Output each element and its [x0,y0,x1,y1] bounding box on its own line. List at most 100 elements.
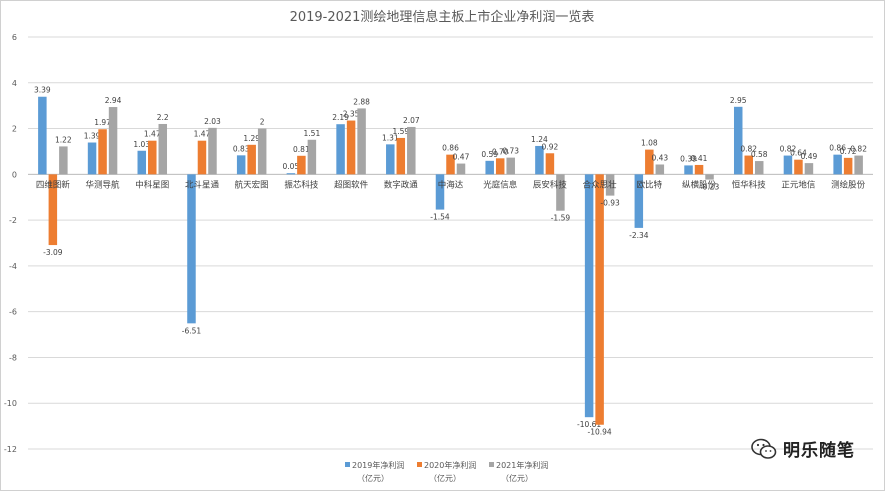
legend-unit: （亿元） [357,473,389,483]
bar [38,96,47,175]
bar [634,174,644,228]
data-label: 0.64 [790,149,807,158]
legend-swatch [489,462,494,467]
legend-unit: （亿元） [429,473,461,483]
y-tick-label: -2 [9,216,17,225]
bar [257,128,267,175]
data-label: -10.61 [577,420,601,429]
bar [535,145,544,175]
category-label: 四维图新 [36,179,71,190]
category-label: 华测导航 [86,179,121,190]
data-label: 0.83 [233,144,250,153]
data-label: 2.88 [353,97,370,106]
category-label: 中科星图 [135,179,169,190]
data-label: 1.59 [392,127,409,136]
y-tick-label: -10 [4,399,17,408]
y-tick-label: -4 [9,262,17,271]
data-label: 0.86 [829,144,846,153]
data-label: 0.86 [442,144,459,153]
data-label: 0.43 [651,153,668,162]
data-label: 2.94 [105,96,122,105]
category-label: 正元地信 [781,179,816,190]
bar [485,160,494,175]
y-tick-label: -12 [4,445,17,454]
data-label: 0.92 [542,142,559,151]
y-tick-label: 4 [12,79,17,88]
legend-unit: （亿元） [501,473,533,483]
legend-label: 2020年净利润 [424,460,476,470]
data-label: -6.51 [182,326,202,335]
y-tick-label: -8 [9,353,17,362]
bar [446,154,455,175]
data-label: 1.31 [382,133,399,142]
bar [386,144,395,175]
bar [595,174,604,425]
data-label: -10.94 [588,428,612,437]
data-label: 1.08 [641,139,658,148]
data-label: 0.59 [481,150,498,159]
bar [694,164,704,175]
bar [108,107,118,175]
y-tick-label: 0 [12,170,17,179]
data-label: 0.39 [680,154,697,163]
wechat-icon [751,438,777,459]
category-label: 恒华科技 [732,179,767,190]
data-label: -0.93 [600,199,620,208]
data-label: -1.54 [430,213,450,222]
bar [148,140,157,175]
data-label: 1.39 [84,132,101,141]
category-label: 欧比特 [637,179,663,190]
data-label: 0.41 [691,154,708,163]
bar [158,123,168,175]
data-label: 2.07 [403,116,420,125]
bar [435,174,445,210]
bar [584,174,594,418]
bar [456,163,466,175]
data-label: 1.29 [243,134,260,143]
data-label: 1.47 [194,130,211,139]
bar [556,174,565,211]
bar [783,155,793,175]
category-label: 航天宏图 [235,179,269,190]
data-label: 0.05 [283,162,300,171]
data-label: 1.97 [94,118,111,127]
y-tick-label: 6 [12,33,17,42]
bar [833,154,842,175]
legend-label: 2021年净利润 [496,460,548,470]
data-label: 0.72 [840,147,857,156]
bar [98,129,107,175]
data-label: 0.82 [850,145,867,154]
category-label: 数字政通 [384,179,419,190]
category-label: 测绘股份 [831,179,866,190]
bar [307,139,317,175]
bar [754,161,764,175]
bar [286,173,296,175]
bar [794,159,803,175]
bar [407,126,416,175]
legend-swatch [345,462,350,467]
chart-title: 2019-2021测绘地理信息主板上市企业净利润一览表 [290,9,595,25]
data-label: -0.23 [700,183,720,192]
category-label: 光庭信息 [483,179,518,190]
bar [48,174,58,246]
data-label: 1.24 [531,135,548,144]
bar [357,108,366,175]
bar [197,140,207,175]
data-label: 0.47 [453,153,470,162]
bar [247,144,256,175]
bar [843,157,853,175]
bar [655,164,665,175]
data-label: 1.22 [55,135,72,144]
bar [804,163,814,175]
data-label: 2 [260,118,265,127]
data-label: 2.95 [730,96,747,105]
data-label: 0.49 [801,152,818,161]
data-label: 1.03 [133,140,150,149]
y-tick-label: -6 [9,308,17,317]
bar [645,149,654,175]
bar [87,142,97,175]
legend-label: 2019年净利润 [352,460,404,470]
data-label: 3.39 [34,86,51,95]
data-label: 0.82 [780,145,797,154]
